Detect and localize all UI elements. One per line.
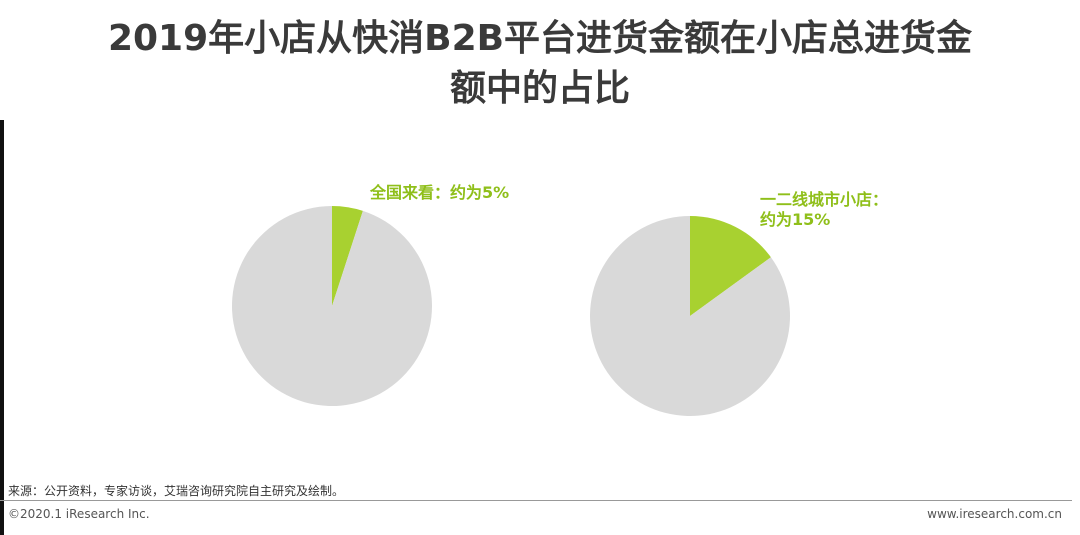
source: 来源：公开资料，专家访谈，艾瑞咨询研究院自主研究及绘制。 (8, 484, 345, 498)
value-label: 全国来看：约为5% (370, 183, 510, 202)
website: www.iresearch.com.cn (927, 507, 1062, 521)
pie-slice (590, 216, 790, 416)
pie-slice (231, 206, 432, 407)
title: 2019年小店从快消B2B平台进货金额在小店总进货金额中的占比 (107, 18, 973, 109)
copyright: ©2020.1 iResearch Inc. (8, 507, 150, 521)
frame-edge (0, 120, 4, 535)
footer-rule (0, 500, 1072, 501)
pie-slice (332, 206, 363, 306)
pie-slice (690, 216, 771, 316)
value-label: 一二线城市小店：约为15% (760, 190, 889, 229)
